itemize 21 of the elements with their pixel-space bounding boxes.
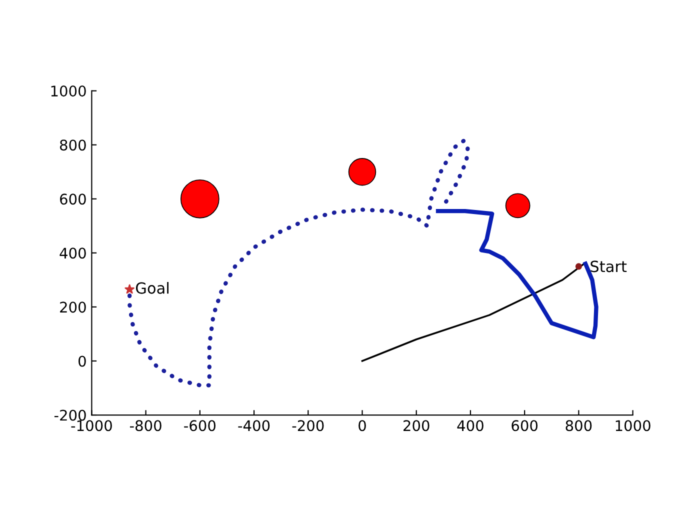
x-tick-label: -1000	[71, 420, 112, 432]
x-tick-label: 0	[358, 420, 366, 432]
x-tick-label: 800	[566, 420, 592, 432]
annotation: Start	[590, 260, 627, 272]
line-series	[361, 262, 586, 362]
y-tick-label: 400	[60, 248, 86, 259]
x-tick-label: -200	[292, 420, 324, 432]
y-tick-label: 600	[60, 194, 86, 205]
x-tick-label: -800	[130, 420, 162, 432]
x-tick-label: 1000	[616, 420, 650, 432]
y-tick-label: 800	[60, 140, 86, 151]
x-tick-label: 400	[457, 420, 484, 432]
y-tick-label: 0	[78, 356, 86, 367]
x-tick-label: 200	[404, 420, 430, 432]
x-tick-label: 600	[512, 420, 538, 432]
x-tick-label: -600	[184, 420, 216, 432]
y-tick-label: 1000	[51, 86, 86, 97]
y-tick-label: -200	[54, 410, 86, 421]
y-tick-label: 200	[60, 302, 86, 313]
annotation: Goal	[136, 282, 168, 294]
x-tick-label: -400	[238, 420, 270, 432]
